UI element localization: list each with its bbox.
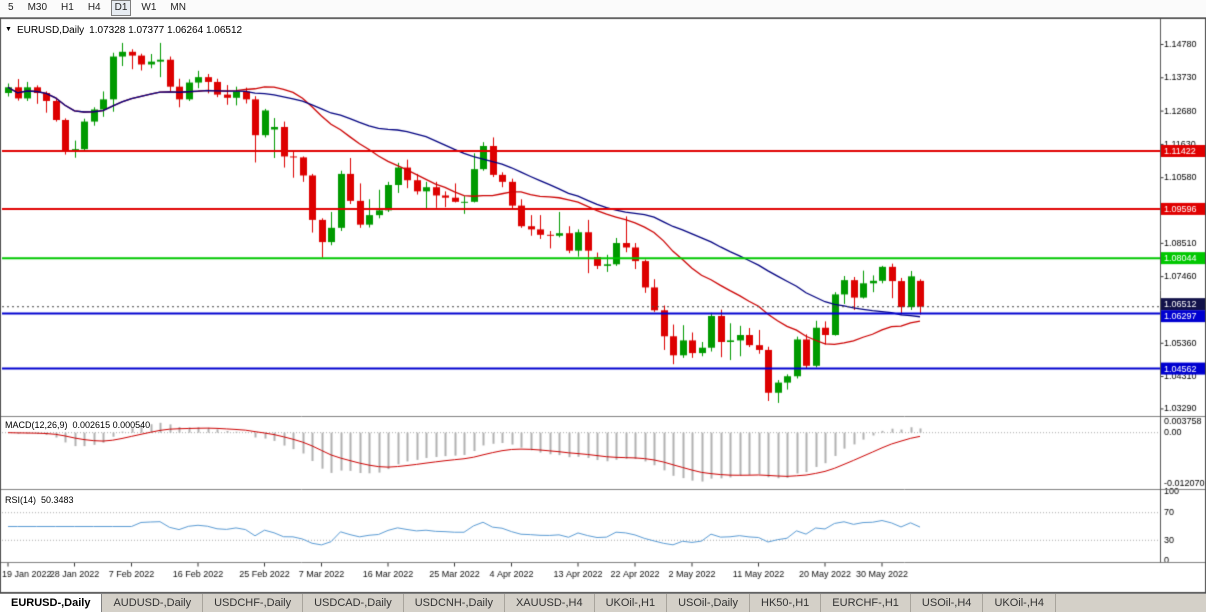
chart-title: ▼ EURUSD,Daily 1.07328 1.07377 1.06264 1… [5, 25, 242, 36]
chart-tab-usoil-daily[interactable]: USOil-,Daily [667, 593, 750, 612]
rsi-indicator-label: RSI(14) 50.3483 [5, 495, 74, 505]
chart-area: ▼ EURUSD,Daily 1.07328 1.07377 1.06264 1… [0, 17, 1206, 593]
chart-ohlc-values: 1.07328 1.07377 1.06264 1.06512 [89, 24, 243, 36]
macd-values: 0.002615 0.000540 [72, 419, 151, 430]
candlestick-chart-canvas[interactable] [0, 17, 1206, 593]
chart-tab-usdcad-daily[interactable]: USDCAD-,Daily [303, 593, 404, 612]
chart-tabbar: EURUSD-,Daily AUDUSD-,Daily USDCHF-,Daily U… [0, 592, 1206, 612]
timeframe-toolbar: 5 M30 H1 H4 D1 W1 MN [0, 0, 1206, 18]
timeframe-button-D1[interactable]: D1 [110, 0, 132, 17]
timeframe-button-H4[interactable]: H4 [84, 0, 105, 16]
chart-tab-usdchf-daily[interactable]: USDCHF-,Daily [203, 593, 304, 612]
chart-tab-audusd-daily[interactable]: AUDUSD-,Daily [102, 593, 204, 612]
timeframe-button-H1[interactable]: H1 [57, 0, 78, 16]
collapse-chart-icon[interactable]: ▼ [5, 26, 12, 34]
chart-tab-xauusd-h4[interactable]: XAUUSD-,H4 [504, 593, 595, 612]
chart-tab-eurchf-h1[interactable]: EURCHF-,H1 [821, 593, 911, 612]
rsi-name: RSI(14) [5, 494, 37, 505]
chart-tab-ukoil-h1[interactable]: UKOil-,H1 [594, 593, 668, 612]
timeframe-button-5[interactable]: 5 [4, 0, 18, 16]
macd-name: MACD(12,26,9) [5, 419, 68, 430]
timeframe-button-W1[interactable]: W1 [137, 0, 160, 16]
chart-tab-usdcnh-daily[interactable]: USDCNH-,Daily [403, 593, 505, 612]
timeframe-button-MN[interactable]: MN [166, 0, 190, 16]
chart-tab-eurusd-daily[interactable]: EURUSD-,Daily [0, 593, 103, 612]
rsi-value: 50.3483 [41, 494, 74, 505]
chart-tab-ukoil-h4[interactable]: UKOil-,H4 [983, 593, 1056, 612]
timeframe-button-M30[interactable]: M30 [24, 0, 51, 16]
chart-symbol-period: EURUSD,Daily [16, 24, 85, 36]
chart-tab-hk50-h1[interactable]: HK50-,H1 [750, 593, 822, 612]
macd-indicator-label: MACD(12,26,9) 0.002615 0.000540 [5, 420, 150, 430]
chart-tab-usoil-h4[interactable]: USOil-,H4 [910, 593, 984, 612]
